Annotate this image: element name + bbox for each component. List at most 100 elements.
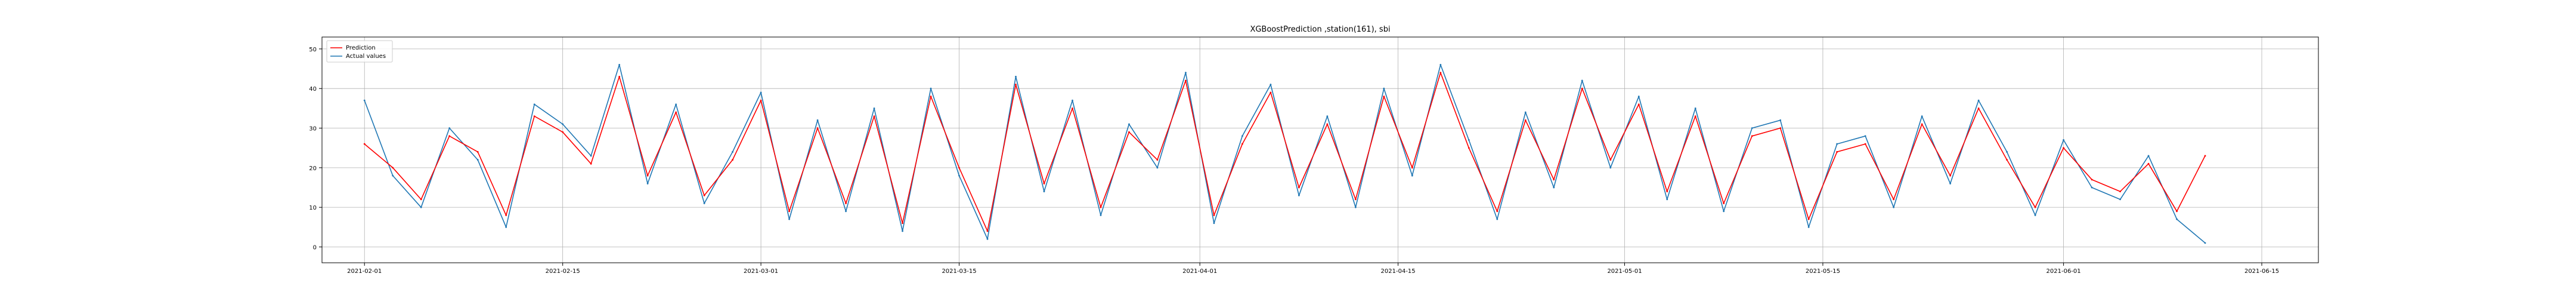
data-point-prediction [1496, 210, 1498, 213]
data-point-prediction [1524, 119, 1527, 121]
data-point-actual-values [1467, 139, 1470, 141]
data-point-prediction [1893, 198, 1895, 201]
data-point-prediction [958, 167, 960, 169]
data-point-prediction [732, 159, 733, 161]
legend-label: Actual values [346, 53, 386, 60]
data-point-actual-values [1241, 135, 1243, 137]
data-point-prediction [1553, 179, 1555, 181]
data-point-actual-values [1439, 64, 1442, 66]
data-point-actual-values [1270, 84, 1272, 85]
plot-series [363, 64, 2206, 244]
data-point-prediction [1128, 131, 1130, 133]
data-point-prediction [1439, 72, 1442, 74]
chart-title: XGBoostPrediction ,station(161), sbi [1250, 25, 1390, 34]
data-point-prediction [1637, 103, 1640, 106]
data-point-actual-values [1156, 167, 1159, 169]
x-tick-label: 2021-03-15 [942, 268, 976, 275]
data-point-prediction [1807, 218, 1810, 220]
data-point-prediction [1270, 91, 1272, 94]
data-point-actual-values [1072, 99, 1073, 102]
data-point-actual-values [1779, 119, 1782, 121]
data-point-actual-values [363, 99, 366, 102]
data-point-prediction [902, 222, 903, 225]
data-point-prediction [420, 198, 422, 201]
x-tick-label: 2021-04-01 [1182, 268, 1217, 275]
data-point-prediction [1015, 84, 1017, 85]
data-point-actual-values [1326, 115, 1329, 118]
y-tick-label: 0 [313, 244, 317, 251]
data-point-prediction [1298, 186, 1300, 189]
data-point-prediction [986, 230, 989, 232]
data-point-prediction [873, 115, 875, 118]
y-tick-label: 20 [309, 165, 317, 172]
data-point-actual-values [2204, 242, 2206, 244]
data-point-actual-values [2006, 150, 2008, 153]
legend-label: Prediction [346, 45, 376, 51]
data-point-actual-values [873, 107, 875, 109]
x-tick-label: 2021-04-15 [1381, 268, 1416, 275]
data-point-actual-values [1213, 222, 1215, 225]
data-point-actual-values [760, 91, 762, 94]
data-point-actual-values [1043, 191, 1045, 193]
data-point-actual-values [845, 210, 847, 213]
data-point-prediction [1694, 115, 1696, 118]
y-tick-label: 50 [309, 47, 317, 53]
legend: Prediction Actual values [326, 40, 393, 63]
data-point-prediction [2147, 162, 2150, 165]
x-tick-label: 2021-05-01 [1607, 268, 1642, 275]
data-point-actual-values [958, 174, 960, 177]
data-point-prediction [1156, 159, 1159, 161]
data-point-prediction [1949, 174, 1952, 177]
data-point-prediction [2204, 155, 2206, 157]
data-point-prediction [2176, 210, 2178, 213]
data-point-actual-values [902, 230, 903, 232]
data-point-prediction [1383, 96, 1385, 97]
data-point-prediction [2034, 206, 2036, 208]
data-point-prediction [788, 210, 790, 213]
data-point-actual-values [618, 64, 621, 66]
data-point-prediction [1241, 143, 1243, 145]
data-point-prediction [618, 75, 621, 78]
data-point-prediction [2006, 159, 2008, 161]
data-point-actual-values [1496, 218, 1498, 220]
data-point-actual-values [590, 155, 592, 157]
data-point-actual-values [1949, 182, 1952, 185]
data-point-prediction [1072, 107, 1073, 109]
data-point-prediction [675, 111, 677, 113]
data-point-actual-values [1836, 143, 1838, 145]
data-point-actual-values [732, 150, 733, 153]
data-point-prediction [1921, 123, 1923, 125]
data-point-prediction [1609, 159, 1612, 161]
data-point-actual-values [1637, 96, 1640, 97]
data-point-prediction [505, 214, 507, 216]
axis-ticks: 2021-02-01 2021-02-15 2021-03-01 2021-03-15… [309, 47, 2279, 275]
y-tick-label: 10 [309, 205, 317, 211]
data-point-prediction [845, 202, 847, 204]
data-point-actual-values [1694, 107, 1696, 109]
data-point-actual-values [1100, 214, 1102, 216]
data-point-actual-values [1751, 127, 1753, 129]
data-point-prediction [363, 143, 366, 145]
data-point-actual-values [788, 218, 790, 220]
data-point-prediction [1213, 214, 1215, 216]
data-point-actual-values [1581, 79, 1583, 82]
data-point-prediction [760, 99, 762, 102]
grid-lines [322, 37, 2318, 263]
data-point-prediction [533, 115, 535, 118]
data-point-actual-values [2119, 198, 2121, 201]
data-point-actual-values [533, 103, 535, 106]
data-point-prediction [930, 96, 932, 97]
data-point-actual-values [1977, 99, 1980, 102]
data-point-actual-values [1893, 206, 1895, 208]
x-tick-label: 2021-03-01 [744, 268, 778, 275]
data-point-prediction [1751, 135, 1753, 137]
x-tick-label: 2021-06-01 [2046, 268, 2081, 275]
data-point-prediction [816, 127, 819, 129]
data-point-prediction [392, 167, 394, 169]
data-point-actual-values [703, 202, 705, 204]
data-point-prediction [703, 194, 705, 196]
data-point-actual-values [646, 182, 649, 185]
data-point-actual-values [986, 238, 989, 240]
x-tick-label: 2021-06-15 [2244, 268, 2279, 275]
data-point-prediction [562, 131, 564, 133]
